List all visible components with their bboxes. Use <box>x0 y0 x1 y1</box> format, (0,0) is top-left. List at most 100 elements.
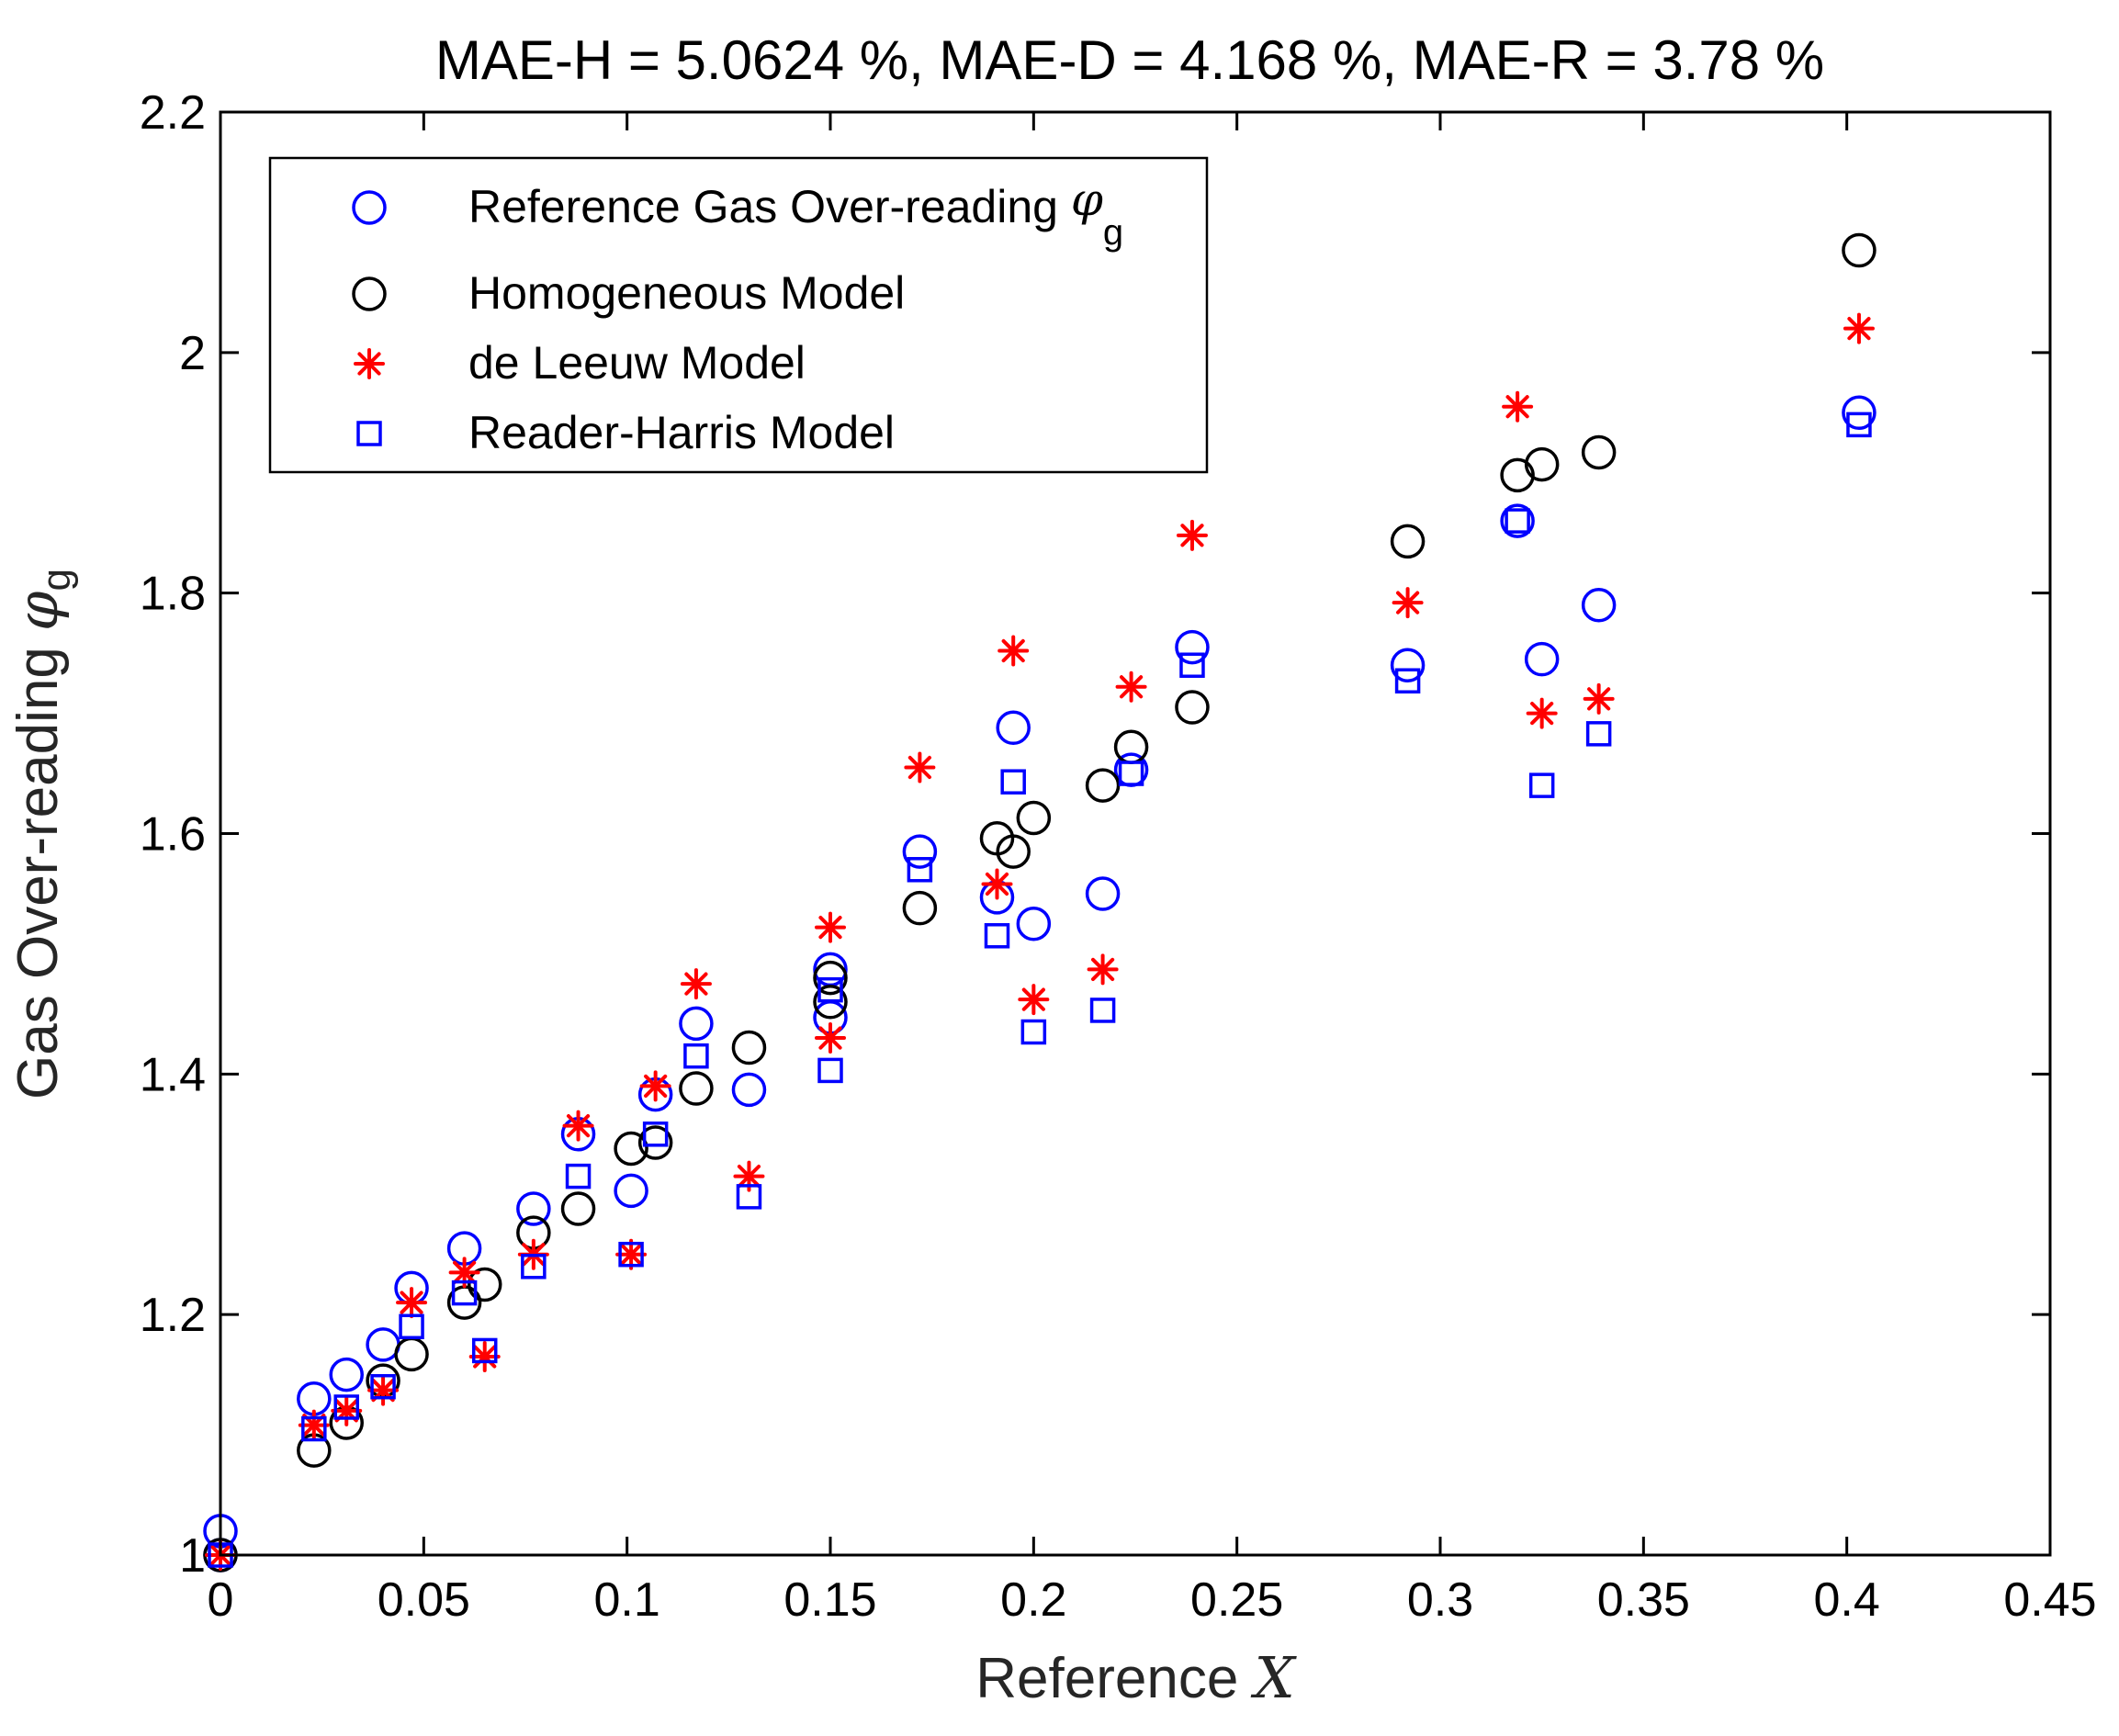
data-point <box>1394 668 1421 693</box>
data-point <box>1524 446 1560 482</box>
data-point <box>329 1357 364 1392</box>
data-point <box>1502 390 1534 423</box>
y-tick-label: 2 <box>179 327 206 380</box>
data-point <box>1175 629 1210 665</box>
y-axis-label-text: Gas Over-reading <box>6 631 70 1099</box>
legend-label: Reference Gas Over-reading φg <box>468 173 1123 253</box>
data-point <box>1175 690 1210 725</box>
data-point <box>904 751 936 783</box>
y-tick-label: 1.4 <box>140 1048 206 1101</box>
data-point <box>1505 508 1530 534</box>
x-axis: 0 0.05 0.1 0.15 0.2 0.25 0.3 0.35 0.4 0.45 <box>208 112 2097 1627</box>
data-point <box>815 911 846 943</box>
x-axis-label-text: Reference <box>975 1647 1254 1710</box>
data-point <box>1115 671 1147 703</box>
x-tick-label: 0.05 <box>378 1573 470 1627</box>
data-point <box>1020 1019 1047 1045</box>
data-point <box>637 1125 673 1160</box>
data-point <box>614 1131 648 1167</box>
data-point <box>471 1337 498 1364</box>
legend-marker <box>352 190 387 225</box>
series-homogeneous-model <box>203 232 1877 1573</box>
data-point <box>1500 457 1535 493</box>
data-point <box>1581 434 1617 470</box>
data-point <box>1581 588 1617 623</box>
y-tick-label: 1.8 <box>140 568 206 621</box>
data-point <box>996 710 1031 746</box>
legend-marker <box>352 276 387 311</box>
legend-entries: Reference Gas Over-reading φg Homogeneous… <box>352 173 1123 458</box>
data-point <box>731 1072 767 1108</box>
data-point <box>683 1043 709 1069</box>
y-axis-label-symbol: φ <box>4 591 71 631</box>
x-tick-label: 0.1 <box>594 1573 660 1627</box>
data-point <box>1583 682 1615 715</box>
series-reader-harris-model <box>208 411 1872 1568</box>
data-point <box>1585 721 1612 747</box>
y-tick-label: 2.2 <box>140 86 206 140</box>
y-tick-label: 1.6 <box>140 808 206 862</box>
legend-label: Reader-Harris Model <box>468 407 895 458</box>
data-point <box>996 834 1031 869</box>
data-point <box>1176 519 1208 551</box>
data-point <box>467 1267 502 1302</box>
data-point <box>1842 395 1877 431</box>
data-point <box>1390 648 1426 682</box>
y-tick-label: 1 <box>179 1529 206 1583</box>
x-tick-label: 0.3 <box>1407 1573 1473 1627</box>
data-point <box>1016 800 1052 836</box>
x-axis-label: Reference X <box>975 1644 1297 1711</box>
data-point <box>679 1071 714 1106</box>
data-marks <box>203 232 1877 1573</box>
data-point <box>998 635 1030 667</box>
data-point <box>1390 524 1426 559</box>
data-point <box>301 1415 327 1442</box>
legend: Reference Gas Over-reading φg Homogeneous… <box>268 156 1209 474</box>
x-tick-label: 0.2 <box>1000 1573 1066 1627</box>
data-point <box>1392 587 1424 619</box>
data-point <box>614 1173 648 1209</box>
data-point <box>736 1184 762 1210</box>
data-point <box>679 1006 714 1042</box>
data-point <box>451 1279 478 1306</box>
x-tick-label: 0.45 <box>2003 1573 2096 1627</box>
data-point <box>813 960 848 996</box>
data-point <box>560 1191 596 1226</box>
data-point <box>639 1070 671 1102</box>
data-point <box>817 976 843 1003</box>
data-point <box>813 985 848 1020</box>
data-point <box>521 1254 547 1279</box>
legend-label: Homogeneous Model <box>468 267 905 319</box>
data-point <box>1526 697 1558 729</box>
data-point <box>1528 772 1555 798</box>
y-axis-label-subscript: g <box>34 569 79 591</box>
data-point <box>1018 984 1050 1016</box>
data-point <box>981 868 1013 900</box>
legend-label: de Leeuw Model <box>468 337 806 389</box>
data-point <box>731 1030 767 1065</box>
y-axis: 1 1.2 1.4 1.6 1.8 2 2.2 <box>140 86 2050 1583</box>
data-point <box>680 968 712 1000</box>
data-point <box>1524 641 1560 677</box>
x-tick-label: 0.15 <box>783 1573 876 1627</box>
data-point <box>399 1313 424 1340</box>
data-point <box>1085 876 1121 911</box>
data-point <box>565 1163 592 1189</box>
data-point <box>370 1373 396 1400</box>
y-axis-label: Gas Over-reading φg <box>4 569 79 1099</box>
chart-title: MAE-H = 5.0624 %, MAE-D = 4.168 %, MAE-R… <box>435 29 1824 91</box>
data-point <box>984 923 1010 949</box>
legend-box <box>268 156 1209 474</box>
data-point <box>615 1238 648 1270</box>
data-point <box>1843 312 1875 344</box>
data-point <box>642 1122 669 1147</box>
data-point <box>1500 503 1535 538</box>
data-point <box>815 1022 846 1054</box>
x-tick-label: 0.4 <box>1814 1573 1880 1627</box>
data-point <box>396 1287 428 1319</box>
x-tick-label: 0 <box>208 1573 234 1627</box>
data-point <box>516 1191 551 1226</box>
y-tick-label: 1.2 <box>140 1289 206 1342</box>
data-point <box>333 1394 359 1420</box>
